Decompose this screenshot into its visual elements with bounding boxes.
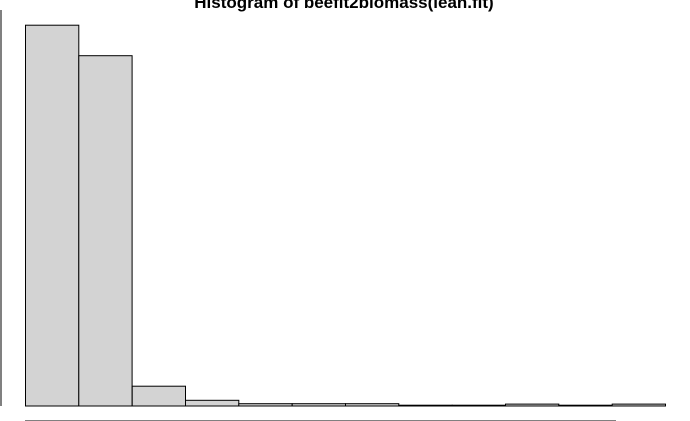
- histogram-bar-5: [238, 403, 293, 407]
- histogram-bar-10: [505, 403, 560, 407]
- histogram-bars: [25, 24, 667, 407]
- histogram-bar-6: [291, 403, 347, 407]
- chart-title: Histogram of beefit2biomass(lean.fit): [194, 0, 493, 12]
- histogram-bar-4: [185, 399, 240, 407]
- histogram-bar-7: [345, 403, 400, 407]
- histogram-bar-1: [25, 24, 80, 407]
- histogram-bar-8: [398, 404, 453, 407]
- histogram-bar-2: [78, 55, 133, 407]
- histogram-bar-11: [558, 404, 613, 407]
- histogram-bar-9: [451, 404, 507, 407]
- histogram-bar-3: [131, 385, 186, 407]
- histogram-bar-12: [611, 403, 667, 407]
